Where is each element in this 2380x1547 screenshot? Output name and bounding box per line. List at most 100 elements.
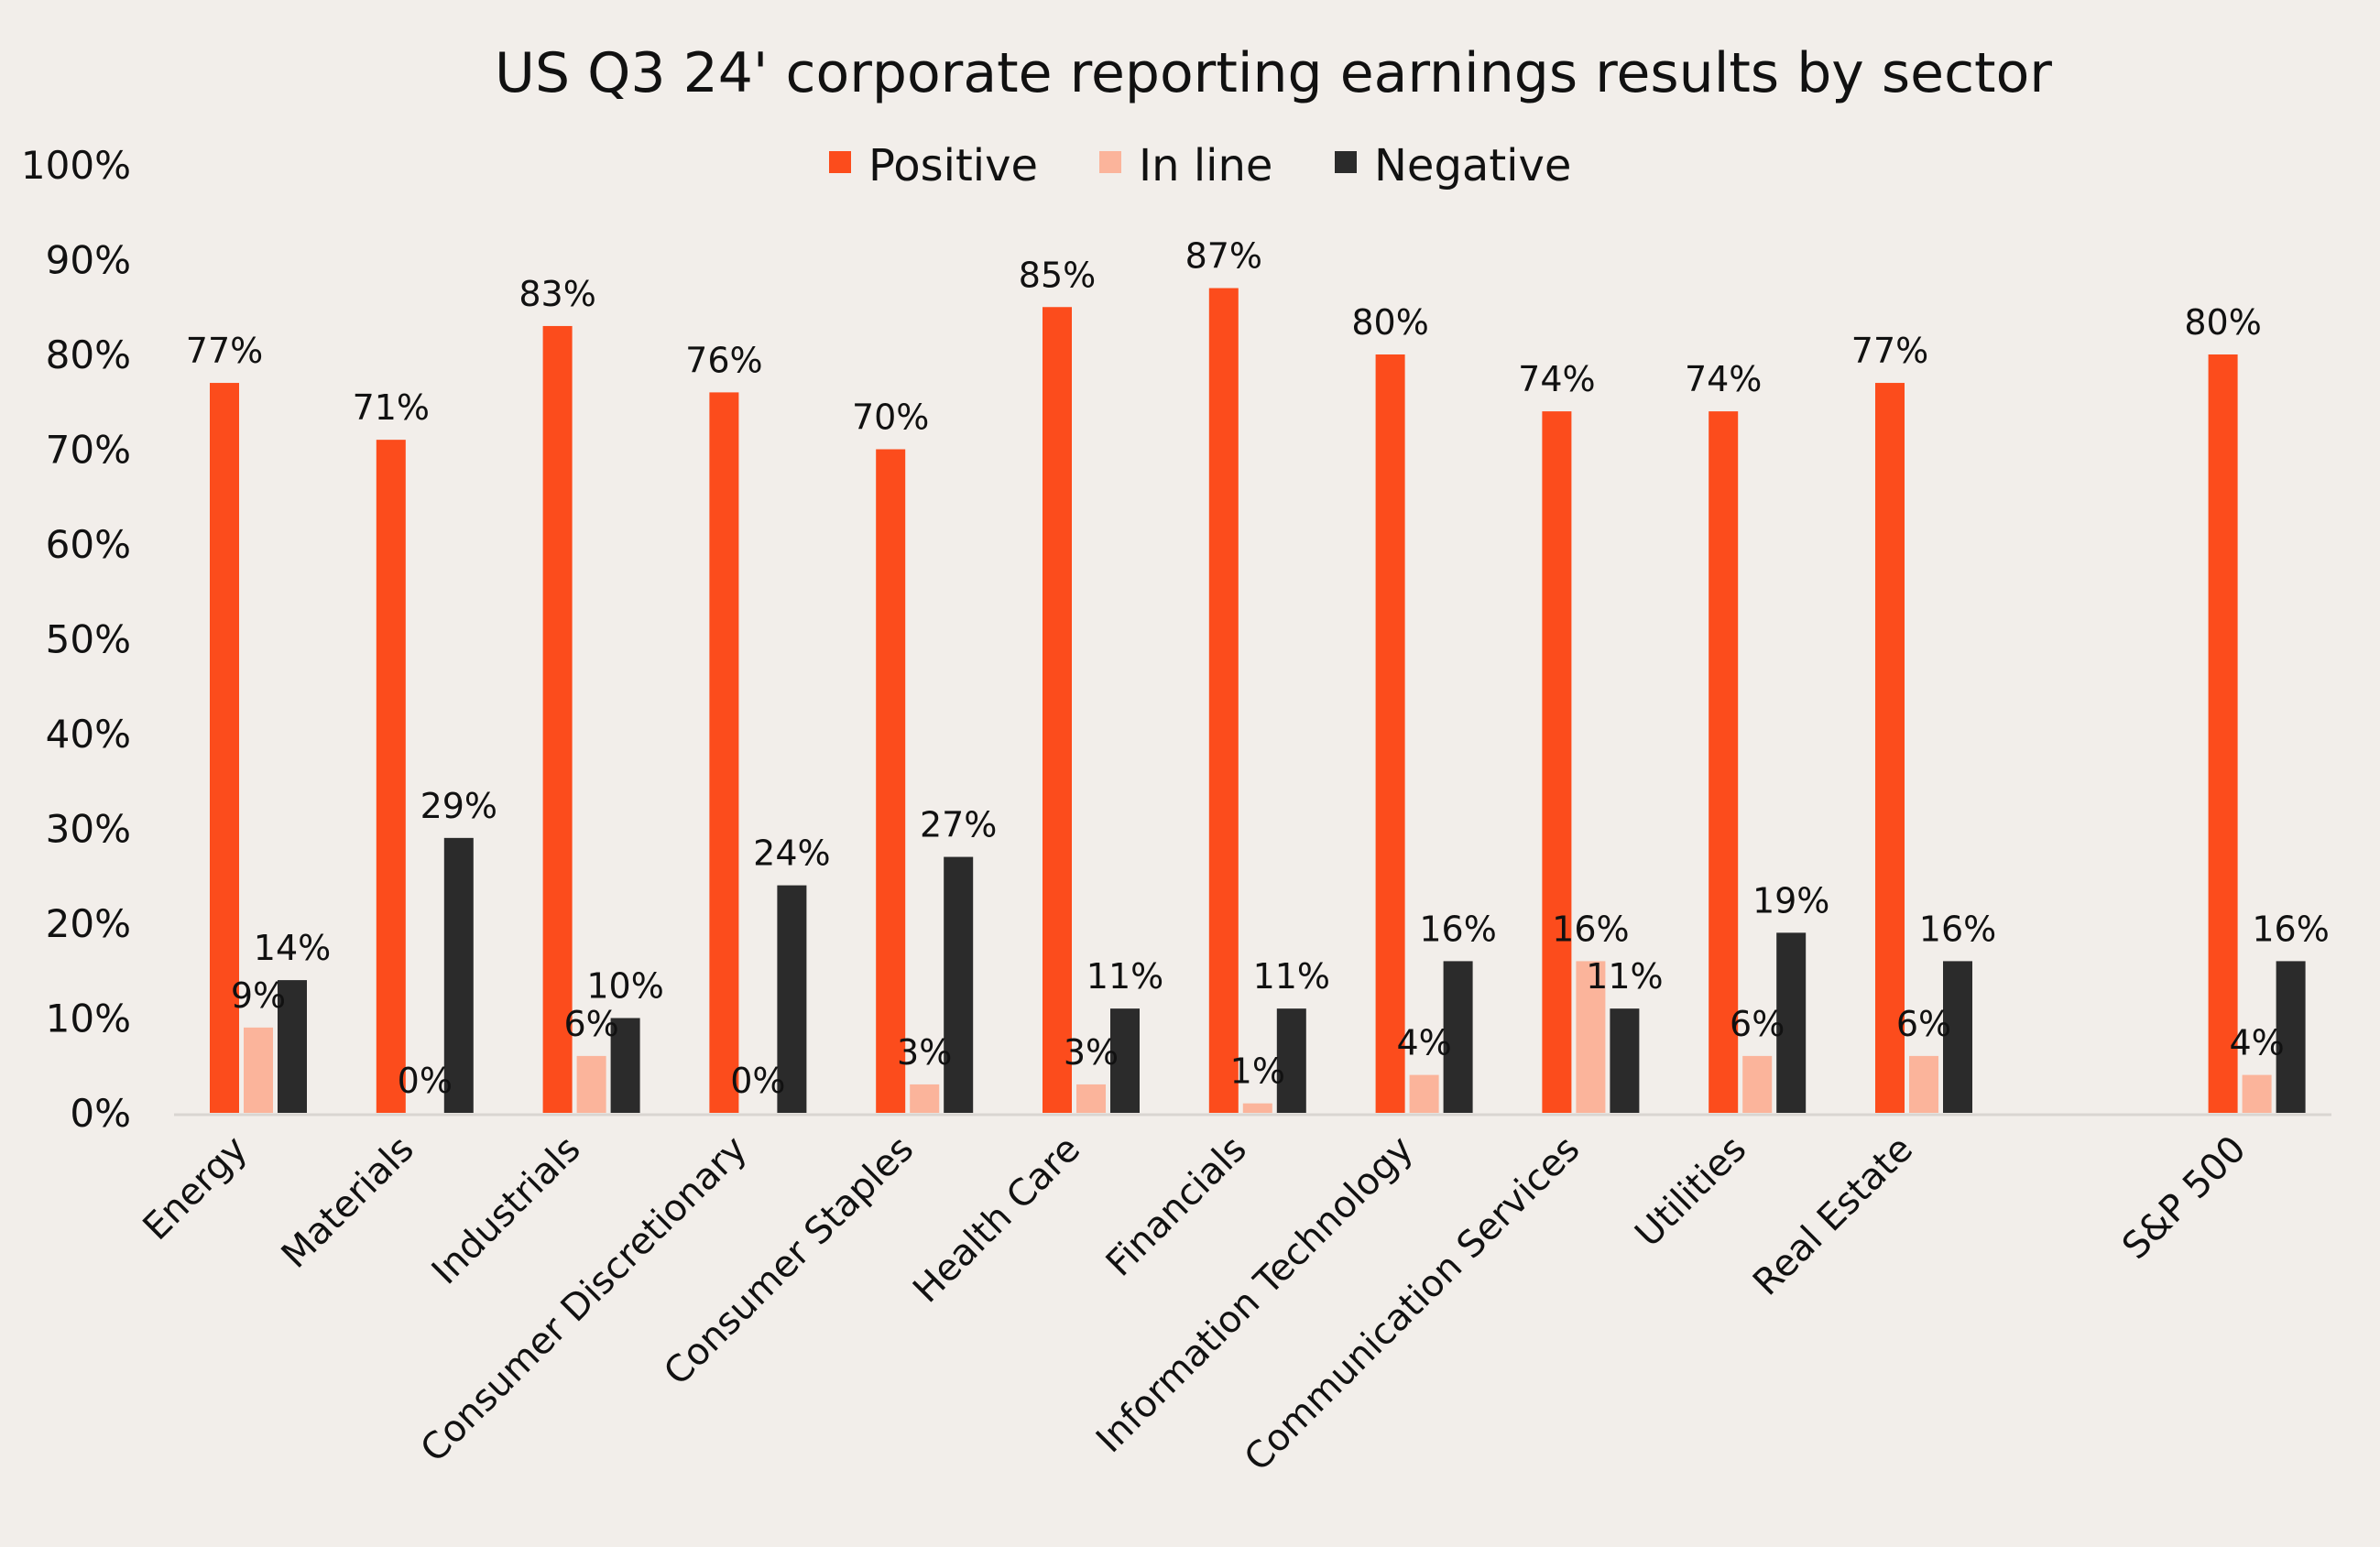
- bar-in-line-energy: [244, 1027, 273, 1113]
- data-label-negative-information-technology: 16%: [1419, 909, 1496, 949]
- bar-negative-energy: [278, 980, 307, 1113]
- data-label-negative-communication-services: 11%: [1586, 956, 1663, 997]
- bar-in-line-industrials: [576, 1055, 606, 1113]
- legend-label-negative: Negative: [1374, 140, 1571, 191]
- data-label-negative-consumer-discretionary: 24%: [753, 833, 830, 874]
- data-label-in-line-energy: 9%: [231, 975, 286, 1016]
- bar-positive-financials: [1208, 288, 1239, 1113]
- data-label-positive-financials: 87%: [1185, 236, 1262, 277]
- data-label-positive-energy: 77%: [186, 331, 263, 371]
- data-label-in-line-consumer-staples: 3%: [897, 1032, 952, 1073]
- bar-negative-materials: [443, 837, 474, 1113]
- bar-negative-real-estate: [1943, 961, 1972, 1113]
- bar-positive-consumer-discretionary: [709, 392, 739, 1113]
- data-label-positive-materials: 71%: [353, 387, 430, 428]
- legend-label-in-line: In line: [1139, 140, 1272, 191]
- data-label-in-line-information-technology: 4%: [1396, 1023, 1451, 1063]
- y-tick-label-1: 10%: [46, 997, 131, 1041]
- bar-negative-financials: [1276, 1008, 1306, 1113]
- x-tick-label-materials: Materials: [274, 1128, 422, 1277]
- bar-positive-real-estate: [1875, 383, 1905, 1113]
- x-tick-label-utilities: Utilities: [1627, 1128, 1754, 1256]
- bar-in-line-utilities: [1742, 1055, 1773, 1113]
- bar-negative-health-care: [1110, 1008, 1140, 1113]
- data-label-negative-utilities: 19%: [1752, 880, 1829, 921]
- x-tick-label-real-estate: Real Estate: [1745, 1128, 1921, 1304]
- legend-item-negative: Negative: [1335, 140, 1571, 191]
- data-label-in-line-utilities: 6%: [1730, 1004, 1785, 1044]
- bar-in-line-information-technology: [1409, 1074, 1439, 1113]
- data-label-positive-consumer-discretionary: 76%: [685, 340, 762, 380]
- y-axis: 0% 10% 20% 30% 40% 50% 60% 70% 80% 90% 100%: [21, 143, 131, 1136]
- data-label-positive-utilities: 74%: [1685, 359, 1762, 399]
- bar-negative-consumer-staples: [944, 856, 974, 1113]
- bar-in-line-real-estate: [1909, 1055, 1938, 1113]
- bar-in-line-communication-services: [1576, 961, 1606, 1113]
- x-tick-label-communication-services: Communication Services: [1237, 1128, 1588, 1480]
- chart-title: US Q3 24' corporate reporting earnings r…: [495, 41, 2052, 105]
- bar-positive-information-technology: [1375, 354, 1405, 1113]
- data-label-in-line-financials: 1%: [1230, 1051, 1285, 1092]
- data-label-positive-information-technology: 80%: [1351, 302, 1428, 343]
- legend-swatch-in-line: [1099, 151, 1121, 173]
- data-label-positive-industrials: 83%: [519, 274, 595, 314]
- bar-negative-consumer-discretionary: [777, 885, 807, 1113]
- data-label-positive-communication-services: 74%: [1518, 359, 1595, 399]
- bar-positive-industrials: [542, 325, 573, 1113]
- bars: [210, 288, 2306, 1114]
- bar-negative-industrials: [610, 1018, 640, 1113]
- data-label-positive-health-care: 85%: [1019, 255, 1096, 295]
- y-tick-label-4: 40%: [46, 712, 131, 757]
- y-tick-label-0: 0%: [70, 1091, 131, 1136]
- data-label-positive-real-estate: 77%: [1851, 331, 1928, 371]
- data-label-negative-sandp-500: 16%: [2252, 909, 2329, 949]
- bar-in-line-financials: [1242, 1103, 1272, 1113]
- x-tick-label-energy: Energy: [136, 1128, 257, 1249]
- data-label-negative-materials: 29%: [420, 786, 497, 826]
- x-tick-label-health-care: Health Care: [905, 1128, 1088, 1312]
- data-label-positive-sandp-500: 80%: [2184, 302, 2261, 343]
- bar-negative-communication-services: [1610, 1008, 1640, 1113]
- y-tick-label-2: 20%: [46, 901, 131, 946]
- x-tick-label-industrials: Industrials: [424, 1128, 589, 1293]
- data-label-in-line-health-care: 3%: [1064, 1032, 1119, 1073]
- bar-positive-energy: [210, 383, 239, 1113]
- data-label-in-line-materials: 0%: [398, 1061, 453, 1101]
- bar-positive-sandp-500: [2208, 354, 2238, 1113]
- bar-positive-health-care: [1043, 307, 1072, 1113]
- data-label-negative-financials: 11%: [1253, 956, 1330, 997]
- y-tick-label-5: 50%: [46, 617, 131, 662]
- legend-item-positive: Positive: [829, 140, 1038, 191]
- bar-negative-sandp-500: [2276, 961, 2306, 1113]
- legend-item-in-line: In line: [1099, 140, 1272, 191]
- data-label-negative-real-estate: 16%: [1919, 909, 1996, 949]
- data-label-in-line-consumer-discretionary: 0%: [730, 1061, 785, 1101]
- legend-swatch-negative: [1335, 151, 1357, 173]
- x-tick-label-information-technology: Information Technology: [1088, 1128, 1422, 1462]
- data-label-positive-consumer-staples: 70%: [852, 398, 929, 438]
- data-label-in-line-sandp-500: 4%: [2229, 1023, 2284, 1063]
- data-label-negative-energy: 14%: [254, 928, 331, 968]
- bar-in-line-sandp-500: [2242, 1074, 2272, 1113]
- data-label-negative-industrials: 10%: [586, 966, 663, 1007]
- data-label-negative-consumer-staples: 27%: [920, 805, 997, 845]
- bar-in-line-health-care: [1076, 1084, 1106, 1113]
- y-tick-label-6: 60%: [46, 522, 131, 567]
- x-tick-label-financials: Financials: [1098, 1128, 1255, 1285]
- bar-positive-communication-services: [1542, 411, 1572, 1114]
- bar-positive-materials: [376, 440, 406, 1113]
- legend-swatch-positive: [829, 151, 851, 173]
- bar-in-line-consumer-staples: [910, 1084, 940, 1113]
- data-label-in-line-communication-services: 16%: [1552, 909, 1629, 949]
- y-tick-label-8: 80%: [46, 332, 131, 377]
- y-tick-label-7: 70%: [46, 428, 131, 473]
- x-tick-label-sandp-500: S&P 500: [2114, 1128, 2254, 1269]
- bar-positive-consumer-staples: [876, 449, 906, 1113]
- legend: Positive In line Negative: [829, 140, 1571, 191]
- data-labels: 77% 9% 14% 71% 0% 29% 83% 6% 10% 76% 0% 24% 70% 3% 27%…: [186, 236, 2330, 1101]
- data-label-in-line-real-estate: 6%: [1896, 1004, 1951, 1044]
- bar-negative-utilities: [1776, 932, 1807, 1113]
- bar-positive-utilities: [1709, 411, 1739, 1114]
